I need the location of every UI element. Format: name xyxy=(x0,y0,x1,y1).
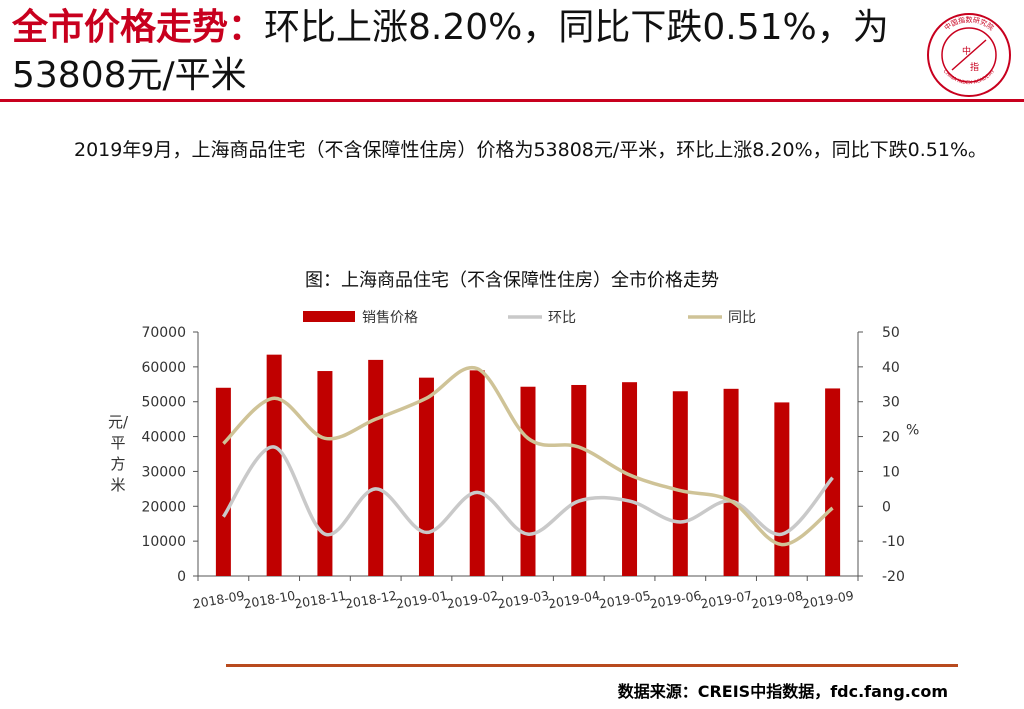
y-axis-left-label: 元/平方米 xyxy=(108,413,129,494)
price-bar xyxy=(215,387,231,576)
x-tick-label: 2019-06 xyxy=(649,588,703,612)
y-left-tick-label: 30000 xyxy=(141,464,186,480)
footer-divider xyxy=(226,664,958,667)
x-tick-label: 2018-10 xyxy=(242,588,296,612)
x-tick-label: 2019-02 xyxy=(445,588,499,612)
y-left-tick-label: 50000 xyxy=(141,395,186,411)
x-tick-label: 2019-04 xyxy=(547,588,601,612)
china-index-academy-logo: 中国指数研究院 CHINA INDEX ACADEMY 中 指 xyxy=(927,13,1011,97)
svg-text:指: 指 xyxy=(970,61,979,73)
x-tick-label: 2018-09 xyxy=(192,588,246,612)
title-divider xyxy=(0,99,1024,102)
x-tick-label: 2018-11 xyxy=(293,588,347,612)
page-title: 全市价格走势：环比上涨8.20%，同比下跌0.51%，为53808元/平米 xyxy=(12,4,892,100)
y-left-tick-label: 40000 xyxy=(141,430,186,446)
x-tick-label: 2019-08 xyxy=(750,588,804,612)
y-axis-right-label: % xyxy=(906,423,919,439)
y-left-tick-label: 0 xyxy=(177,569,186,585)
price-bar xyxy=(622,382,638,576)
price-bar xyxy=(774,402,790,576)
chart-title: 图：上海商品住宅（不含保障性住房）全市价格走势 xyxy=(305,270,719,291)
y-right-tick-label: 20 xyxy=(882,430,900,446)
y-right-tick-label: 50 xyxy=(882,325,900,341)
x-tick-label: 2019-01 xyxy=(395,588,449,612)
y-right-tick-label: 0 xyxy=(882,499,891,515)
legend-label-yoy: 同比 xyxy=(728,310,756,326)
title-highlight: 全市价格走势： xyxy=(12,7,265,48)
data-source: 数据来源：CREIS中指数据，fdc.fang.com xyxy=(617,682,948,701)
x-tick-label: 2019-05 xyxy=(598,588,652,612)
price-bar xyxy=(825,388,841,576)
price-bar xyxy=(266,354,282,576)
y-left-tick-label: 60000 xyxy=(141,360,186,376)
price-bar xyxy=(368,359,384,576)
x-tick-label: 2019-09 xyxy=(801,588,855,612)
price-bar xyxy=(571,384,587,576)
y-right-tick-label: 40 xyxy=(882,360,900,376)
y-left-tick-label: 70000 xyxy=(141,325,186,341)
legend-label-mom: 环比 xyxy=(548,310,576,326)
y-left-tick-label: 10000 xyxy=(141,534,186,550)
price-bar xyxy=(317,371,333,576)
price-bar xyxy=(418,377,434,576)
y-right-tick-label: -10 xyxy=(882,534,905,550)
price-bar xyxy=(723,388,739,576)
y-left-tick-label: 20000 xyxy=(141,499,186,515)
x-tick-label: 2019-03 xyxy=(496,588,550,612)
y-right-tick-label: 30 xyxy=(882,395,900,411)
legend-label-price: 销售价格 xyxy=(362,310,418,326)
x-tick-label: 2019-07 xyxy=(699,588,753,612)
yoy-line xyxy=(222,365,834,547)
x-tick-label: 2018-12 xyxy=(344,588,398,612)
y-right-tick-label: 10 xyxy=(882,464,900,480)
price-bar xyxy=(672,391,688,576)
price-bar xyxy=(469,370,485,576)
svg-text:中: 中 xyxy=(962,45,971,57)
title-rest: 环比上涨8.20%，同比下跌0.51%，为53808元/平米 xyxy=(12,7,889,96)
legend-swatch-price xyxy=(303,311,355,322)
y-right-tick-label: -20 xyxy=(882,569,905,585)
description-text: 2019年9月，上海商品住宅（不含保障性住房）价格为53808元/平米，环比上涨… xyxy=(74,139,988,161)
price-bar xyxy=(520,386,536,576)
